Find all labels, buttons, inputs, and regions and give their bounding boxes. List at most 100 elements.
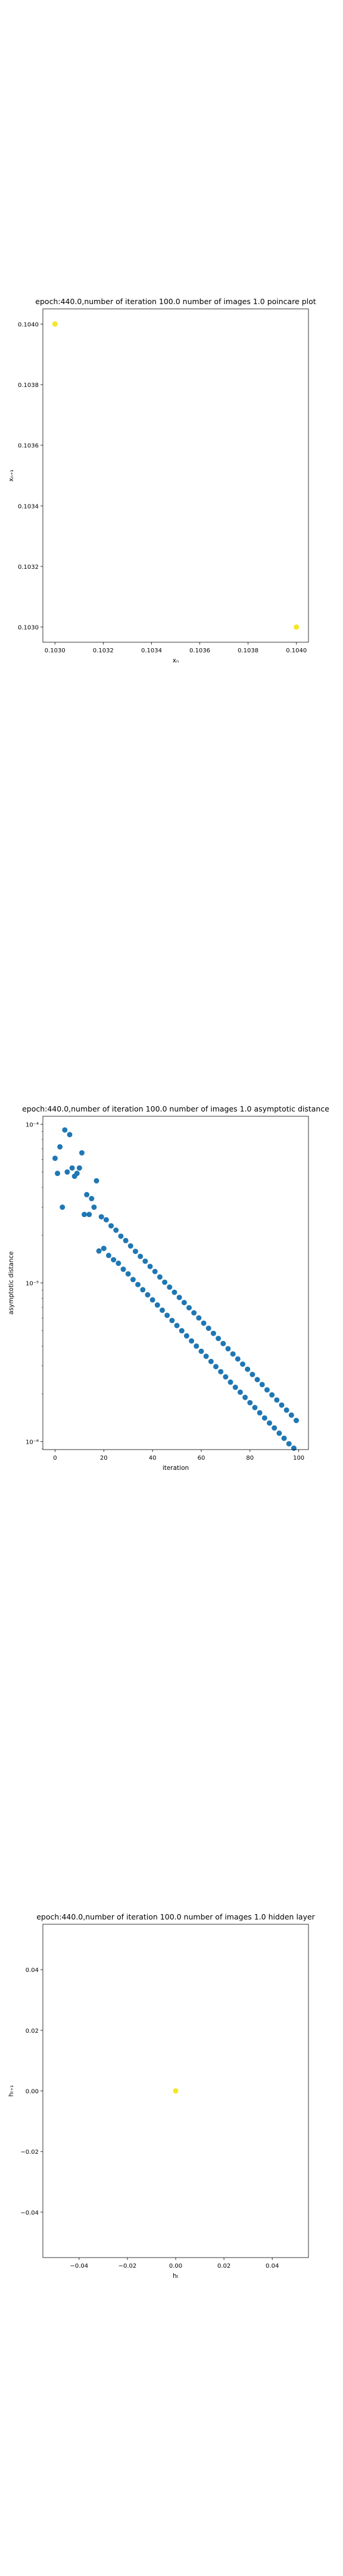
data-point xyxy=(128,1243,133,1249)
data-point xyxy=(167,1284,172,1290)
data-point xyxy=(269,1392,275,1398)
data-point xyxy=(198,1349,204,1354)
data-point xyxy=(179,1328,185,1333)
data-point xyxy=(189,1338,194,1343)
y-axis-label: asymptotic distance xyxy=(8,1251,15,1314)
data-point xyxy=(173,2088,179,2094)
data-point xyxy=(257,1410,263,1416)
data-point xyxy=(82,1212,87,1217)
data-point xyxy=(57,1144,63,1150)
chart-title: epoch:440.0,number of iteration 100.0 nu… xyxy=(22,1104,329,1113)
x-tick-label: 0.1032 xyxy=(93,648,114,654)
data-point xyxy=(250,1372,255,1377)
plot-frame xyxy=(43,1116,308,1450)
data-point xyxy=(67,1132,73,1137)
x-tick-label: 0 xyxy=(53,1455,57,1462)
x-axis-label: iteration xyxy=(163,1465,189,1472)
data-point xyxy=(157,1274,163,1280)
data-point xyxy=(228,1379,233,1385)
data-point xyxy=(108,1223,114,1228)
y-tick-label: 0.1040 xyxy=(18,321,39,328)
data-point xyxy=(196,1315,201,1321)
chart-3: epoch:440.0,number of iteration 100.0 nu… xyxy=(8,1912,316,2280)
data-point xyxy=(238,1389,243,1395)
data-point xyxy=(142,1259,148,1264)
data-point xyxy=(272,1425,277,1431)
y-tick-label: 0.1036 xyxy=(18,443,39,450)
data-point xyxy=(60,1205,65,1210)
y-tick-label: 0.1038 xyxy=(18,382,39,389)
chart-title: epoch:440.0,number of iteration 100.0 nu… xyxy=(35,297,316,306)
data-point xyxy=(282,1436,287,1441)
data-point xyxy=(220,1341,226,1346)
data-point xyxy=(182,1300,187,1305)
x-axis-label: hₜ xyxy=(173,2272,179,2280)
data-point xyxy=(91,1205,96,1210)
x-tick-label: 60 xyxy=(198,1455,205,1462)
data-point xyxy=(267,1420,272,1426)
data-point xyxy=(252,1405,257,1410)
x-tick-label: 0.1030 xyxy=(45,648,66,654)
data-point xyxy=(52,321,58,327)
data-point xyxy=(245,1367,250,1372)
data-point xyxy=(184,1333,189,1339)
data-point xyxy=(177,1295,182,1300)
data-point xyxy=(77,1165,82,1171)
data-point xyxy=(106,1253,111,1258)
data-point xyxy=(294,1418,299,1423)
data-point xyxy=(99,1214,104,1219)
data-point xyxy=(118,1234,123,1239)
x-tick-label: 0.1040 xyxy=(286,648,307,654)
data-point xyxy=(276,1431,282,1436)
data-point xyxy=(96,1248,102,1253)
data-point xyxy=(255,1377,260,1382)
data-point xyxy=(138,1253,143,1259)
data-point xyxy=(160,1308,165,1313)
x-axis-label: xₙ xyxy=(173,657,179,664)
x-tick-label: −0.02 xyxy=(119,2263,137,2270)
data-point xyxy=(111,1257,116,1262)
data-point xyxy=(174,1323,180,1328)
y-axis-label: hₜ₊₁ xyxy=(8,2085,15,2097)
x-tick-label: 0.1036 xyxy=(189,648,210,654)
y-axis-label: xₙ₊₁ xyxy=(8,469,15,481)
data-point xyxy=(52,1156,58,1161)
data-point xyxy=(150,1297,155,1302)
x-tick-label: 40 xyxy=(149,1455,157,1462)
chart-title: epoch:440.0,number of iteration 100.0 nu… xyxy=(36,1912,315,1921)
y-tick-label: 0.1030 xyxy=(18,625,39,631)
data-point xyxy=(172,1290,177,1295)
data-point xyxy=(216,1336,221,1341)
y-tick-label: 0.00 xyxy=(26,2089,39,2095)
data-point xyxy=(284,1407,289,1413)
chart-1: epoch:440.0,number of iteration 100.0 nu… xyxy=(8,297,316,664)
data-point xyxy=(126,1271,131,1277)
data-point xyxy=(123,1238,129,1243)
data-point xyxy=(240,1361,245,1367)
data-point xyxy=(64,1169,70,1175)
data-point xyxy=(289,1413,294,1418)
data-point xyxy=(279,1402,284,1408)
y-tick-label: 10⁻⁴ xyxy=(26,1122,39,1128)
x-tick-label: −0.04 xyxy=(70,2263,88,2270)
data-point xyxy=(164,1312,170,1318)
plot-frame xyxy=(43,309,308,642)
data-point xyxy=(264,1387,270,1392)
y-tick-label: 0.1032 xyxy=(18,564,39,571)
data-point xyxy=(201,1320,207,1326)
y-tick-label: 10⁻⁶ xyxy=(26,1439,39,1446)
data-point xyxy=(133,1249,138,1254)
data-point xyxy=(208,1359,214,1364)
data-point xyxy=(247,1400,252,1405)
data-point xyxy=(262,1415,267,1420)
data-point xyxy=(89,1196,94,1202)
chart-2: epoch:440.0,number of iteration 100.0 nu… xyxy=(8,1104,329,1472)
data-point xyxy=(86,1212,92,1217)
x-tick-label: 0.04 xyxy=(266,2263,279,2270)
data-point xyxy=(230,1351,236,1357)
x-tick-label: 100 xyxy=(293,1455,304,1462)
data-point xyxy=(218,1369,223,1374)
data-point xyxy=(84,1192,89,1197)
data-point xyxy=(204,1354,209,1359)
